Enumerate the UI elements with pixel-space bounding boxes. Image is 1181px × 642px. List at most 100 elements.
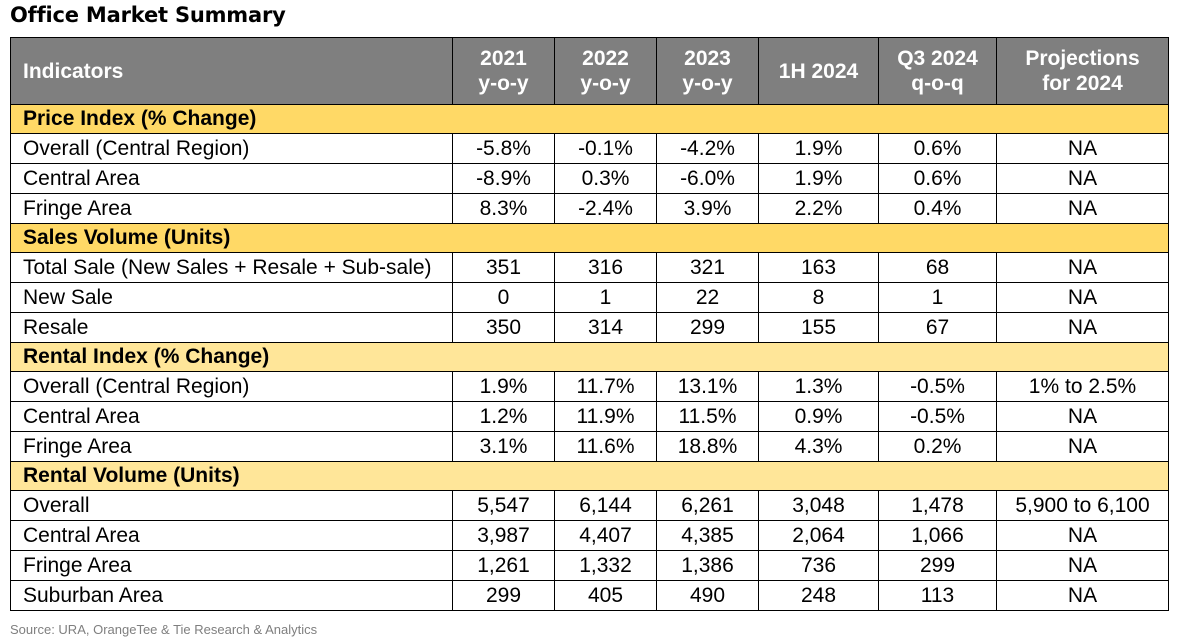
row-label: Total Sale (New Sales + Resale + Sub-sal… [10,252,453,283]
section-header-sales: Sales Volume (Units) [10,223,1169,253]
section-title: Rental Volume (Units) [10,461,1169,491]
table-cell: 13.1% [656,371,759,402]
table-cell: 18.8% [656,431,759,462]
header-2022: 2022 y-o-y [554,37,657,105]
table-cell: 4.3% [758,431,879,462]
row-label: Overall (Central Region) [10,371,453,402]
table-cell: NA [996,312,1169,343]
table-cell: 3.1% [452,431,555,462]
table-cell: 405 [554,580,657,611]
table-cell: 4,385 [656,520,759,551]
table-cell: NA [996,520,1169,551]
table-cell: -8.9% [452,163,555,194]
table-cell: 6,144 [554,490,657,521]
table-cell: 2,064 [758,520,879,551]
table-row: Central Area -8.9% 0.3% -6.0% 1.9% 0.6% NA [10,163,1169,194]
table-cell: 1,261 [452,550,555,581]
row-label: Suburban Area [10,580,453,611]
table-cell: 321 [656,252,759,283]
header-2021: 2021 y-o-y [452,37,555,105]
table-cell: 1,332 [554,550,657,581]
table-cell: -0.5% [878,401,997,432]
table-row: Resale 350 314 299 155 67 NA [10,312,1169,343]
table-cell: -0.5% [878,371,997,402]
row-label: Central Area [10,163,453,194]
table-cell: NA [996,252,1169,283]
table-cell: 11.7% [554,371,657,402]
header-row: Indicators 2021 y-o-y 2022 y-o-y 2023 y-o-y… [10,37,1169,105]
header-indicators: Indicators [10,37,453,105]
table-cell: NA [996,580,1169,611]
table-cell: 5,900 to 6,100 [996,490,1169,521]
table-row: Overall 5,547 6,144 6,261 3,048 1,478 5,900 to… [10,490,1169,521]
table-cell: 1.9% [758,163,879,194]
table-cell: 6,261 [656,490,759,521]
table-cell: 299 [656,312,759,343]
row-label: New Sale [10,282,453,313]
table-cell: 1.3% [758,371,879,402]
row-label: Fringe Area [10,431,453,462]
header-q3-2024: Q3 2024 q-o-q [878,37,997,105]
table-row: Overall (Central Region) 1.9% 11.7% 13.1% 1.… [10,371,1169,402]
table-cell: -4.2% [656,133,759,164]
table-cell: 0.4% [878,193,997,224]
header-2023: 2023 y-o-y [656,37,759,105]
table-row: Fringe Area 1,261 1,332 1,386 736 299 NA [10,550,1169,581]
table-cell: 8.3% [452,193,555,224]
table-cell: 1.2% [452,401,555,432]
section-header-rvol: Rental Volume (Units) [10,461,1169,491]
table-cell: 155 [758,312,879,343]
section-title: Rental Index (% Change) [10,342,1169,372]
table-cell: 163 [758,252,879,283]
table-cell: 1.9% [758,133,879,164]
table-cell: NA [996,163,1169,194]
table-cell: 0.3% [554,163,657,194]
header-projections-2024: Projections for 2024 [996,37,1169,105]
header-1h-2024: 1H 2024 [758,37,879,105]
table-cell: 490 [656,580,759,611]
table-cell: 0.2% [878,431,997,462]
table-cell: 8 [758,282,879,313]
table-cell: -5.8% [452,133,555,164]
office-market-table: Indicators 2021 y-o-y 2022 y-o-y 2023 y-o-y… [10,37,1169,611]
table-cell: 11.6% [554,431,657,462]
source-note: Source: URA, OrangeTee & Tie Research & … [10,622,318,637]
table-cell: 248 [758,580,879,611]
table-cell: 22 [656,282,759,313]
page-title: Office Market Summary [10,3,286,27]
table-row: New Sale 0 1 22 8 1 NA [10,282,1169,313]
table-cell: 0.6% [878,133,997,164]
table-cell: 1,386 [656,550,759,581]
row-label: Fringe Area [10,550,453,581]
section-title: Price Index (% Change) [10,104,1169,134]
table-cell: NA [996,550,1169,581]
table-cell: 2.2% [758,193,879,224]
table-cell: 68 [878,252,997,283]
table-cell: 0.9% [758,401,879,432]
table-cell: 1.9% [452,371,555,402]
table-row: Fringe Area 8.3% -2.4% 3.9% 2.2% 0.4% NA [10,193,1169,224]
table-cell: 350 [452,312,555,343]
row-label: Central Area [10,520,453,551]
table-cell: 1,478 [878,490,997,521]
table-row: Overall (Central Region) -5.8% -0.1% -4.2% 1… [10,133,1169,164]
row-label: Overall (Central Region) [10,133,453,164]
table-cell: 1,066 [878,520,997,551]
table-cell: 351 [452,252,555,283]
section-header-price: Price Index (% Change) [10,104,1169,134]
table-cell: 736 [758,550,879,581]
table-cell: 3,048 [758,490,879,521]
row-label: Central Area [10,401,453,432]
table-row: Suburban Area 299 405 490 248 113 NA [10,580,1169,611]
table-cell: 113 [878,580,997,611]
row-label: Resale [10,312,453,343]
table-cell: NA [996,431,1169,462]
row-label: Fringe Area [10,193,453,224]
table-cell: -6.0% [656,163,759,194]
table-cell: 299 [452,580,555,611]
section-title: Sales Volume (Units) [10,223,1169,253]
table-cell: NA [996,193,1169,224]
table-cell: NA [996,282,1169,313]
table-cell: 11.5% [656,401,759,432]
table-cell: NA [996,133,1169,164]
